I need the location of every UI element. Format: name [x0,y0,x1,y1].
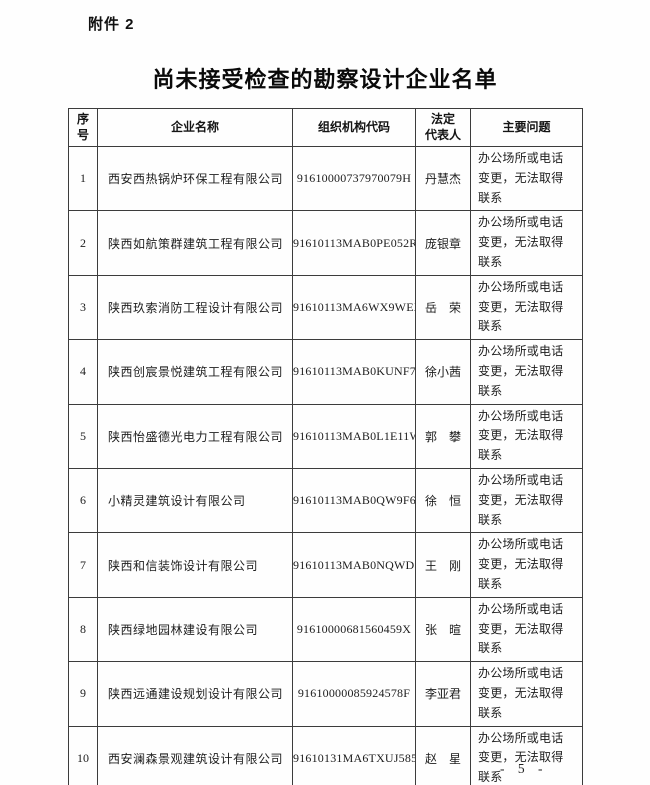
main-issue-cell: 办公场所或电话变更，无法取得联系 [470,467,583,534]
table-row: 5 陕西怡盛德光电力工程有限公司 91610113MAB0L1E11W 郭 攀办公场所… [68,403,583,469]
company-name-cell: 陕西远通建设规划设计有限公司 [97,661,293,727]
company-name-cell: 陕西创宸景悦建筑工程有限公司 [97,339,293,405]
company-name-cell: 陕西绿地园林建设有限公司 [97,596,293,663]
org-code-cell: 91610113MAB0NQWD3L [292,532,416,598]
row-number-cell: 3 [68,274,98,341]
main-issue-cell: 办公场所或电话变更，无法取得联系 [470,725,583,785]
main-issue-cell: 办公场所或电话变更，无法取得联系 [470,339,583,405]
table-row: 6 小精灵建筑设计有限公司 91610113MAB0QW9F6G 徐 恒办公场所或电话… [68,467,583,534]
legal-rep-cell: 庞银章 [415,210,471,276]
org-code-cell: 91610131MA6TXUJ585 [292,725,416,785]
table-row: 3 陕西玖索消防工程设计有限公司 91610113MA6WX9WEX9 岳 荣办公场所… [68,274,583,341]
row-number-cell: 1 [68,145,98,212]
org-code-cell: 91610113MAB0KUNF7F [292,339,416,405]
org-code-cell: 91610000681560459X [292,596,416,663]
table-row: 1 西安西热锅炉环保工程有限公司 91610000737970079H 丹慧杰 办公场所… [68,145,583,212]
table-row: 7 陕西和信装饰设计有限公司 91610113MAB0NQWD3L 王 刚办公场所或电… [68,532,583,598]
attachment-label: 附件 2 [88,16,135,33]
legal-rep-cell: 岳 荣 [415,274,471,341]
company-name-cell: 西安西热锅炉环保工程有限公司 [97,145,293,212]
company-name-cell: 陕西如航策群建筑工程有限公司 [97,210,293,276]
company-name-cell: 陕西和信装饰设计有限公司 [97,532,293,598]
company-name-cell: 小精灵建筑设计有限公司 [97,467,293,534]
legal-rep-cell: 赵 星 [415,725,471,785]
table-row: 8 陕西绿地园林建设有限公司 91610000681560459X 张 暄办公场所或电… [68,596,583,663]
row-number-cell: 10 [68,725,98,785]
row-number-cell: 7 [68,532,98,598]
main-issue-cell: 办公场所或电话变更，无法取得联系 [470,274,583,341]
main-issue-cell: 办公场所或电话变更，无法取得联系 [470,210,583,276]
legal-rep-cell: 郭 攀 [415,403,471,469]
row-number-cell: 8 [68,596,98,663]
company-name-cell: 陕西玖索消防工程设计有限公司 [97,274,293,341]
table-header-row: 序 号企业名称 组织机构代码 法定 代表人 主要问题 [68,108,583,147]
legal-rep-cell: 王 刚 [415,532,471,598]
org-code-cell: 91610000737970079H [292,145,416,212]
table-row: 9 陕西远通建设规划设计有限公司 91610000085924578F 李亚君 办公场所… [68,661,583,727]
legal-rep-cell: 丹慧杰 [415,145,471,212]
col-header-name: 企业名称 [97,108,293,147]
company-name-cell: 西安澜森景观建筑设计有限公司 [97,725,293,785]
org-code-cell: 91610000085924578F [292,661,416,727]
org-code-cell: 91610113MA6WX9WEX9 [292,274,416,341]
table-row: 2 陕西如航策群建筑工程有限公司 91610113MAB0PE052R 庞银章 办公场所… [68,210,583,276]
row-number-cell: 2 [68,210,98,276]
legal-rep-cell: 徐 恒 [415,467,471,534]
org-code-cell: 91610113MAB0QW9F6G [292,467,416,534]
page-number: - 5 - [500,761,548,776]
col-header-no: 序 号 [68,108,98,147]
legal-rep-cell: 李亚君 [415,661,471,727]
legal-rep-cell: 张 暄 [415,596,471,663]
row-number-cell: 9 [68,661,98,727]
row-number-cell: 4 [68,339,98,405]
row-number-cell: 6 [68,467,98,534]
table-row: 4 陕西创宸景悦建筑工程有限公司 91610113MAB0KUNF7F 徐小茜 办公场所… [68,339,583,405]
row-number-cell: 5 [68,403,98,469]
col-header-rep: 法定 代表人 [415,108,471,147]
main-issue-cell: 办公场所或电话变更，无法取得联系 [470,403,583,469]
page-title: 尚未接受检查的勘察设计企业名单 [152,67,498,92]
org-code-cell: 91610113MAB0L1E11W [292,403,416,469]
main-issue-cell: 办公场所或电话变更，无法取得联系 [470,661,583,727]
main-issue-cell: 办公场所或电话变更，无法取得联系 [470,596,583,663]
table-row: 10 西安澜森景观建筑设计有限公司 91610131MA6TXUJ585 赵 星办公场… [68,725,583,785]
col-header-code: 组织机构代码 [292,108,416,147]
main-issue-cell: 办公场所或电话变更，无法取得联系 [470,532,583,598]
main-issue-cell: 办公场所或电话变更，无法取得联系 [470,145,583,212]
legal-rep-cell: 徐小茜 [415,339,471,405]
company-table: 序 号企业名称 组织机构代码 法定 代表人 主要问题 1 西安西热锅炉环保工程有限公司 9… [68,108,583,785]
org-code-cell: 91610113MAB0PE052R [292,210,416,276]
company-name-cell: 陕西怡盛德光电力工程有限公司 [97,403,293,469]
col-header-issue: 主要问题 [470,108,583,147]
